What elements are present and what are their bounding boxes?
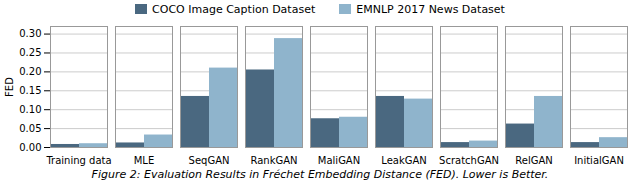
- html-text:Figure 2: Evaluation Results i: Figure 2: Evaluation Results in Fréchet …: [91, 168, 549, 181]
- svg-text:RankGAN: RankGAN: [250, 155, 297, 166]
- svg-text:Training data: Training data: [45, 155, 111, 166]
- svg-text:0.05: 0.05: [19, 123, 41, 134]
- svg-text:0.10: 0.10: [19, 104, 41, 115]
- svg-text:MaliGAN: MaliGAN: [318, 155, 360, 166]
- svg-text:0.15: 0.15: [19, 85, 41, 96]
- svg-text:0.25: 0.25: [19, 47, 41, 58]
- svg-text:FED: FED: [4, 77, 15, 97]
- svg-text:SeqGAN: SeqGAN: [189, 155, 230, 166]
- svg-text:MLE: MLE: [134, 155, 155, 166]
- html-text:COCO Image Caption Dataset: COCO Image Caption Dataset: [152, 2, 316, 16]
- svg-text:ScratchGAN: ScratchGAN: [439, 155, 499, 166]
- svg-text:0.20: 0.20: [19, 66, 41, 77]
- html-text:EMNLP 2017 News Dataset: EMNLP 2017 News Dataset: [356, 2, 505, 16]
- svg-text:0.00: 0.00: [19, 142, 41, 153]
- svg-text:RelGAN: RelGAN: [515, 155, 553, 166]
- svg-text:0.30: 0.30: [19, 28, 41, 39]
- svg-text:LeakGAN: LeakGAN: [381, 155, 427, 166]
- svg-text:InitialGAN: InitialGAN: [574, 155, 624, 166]
